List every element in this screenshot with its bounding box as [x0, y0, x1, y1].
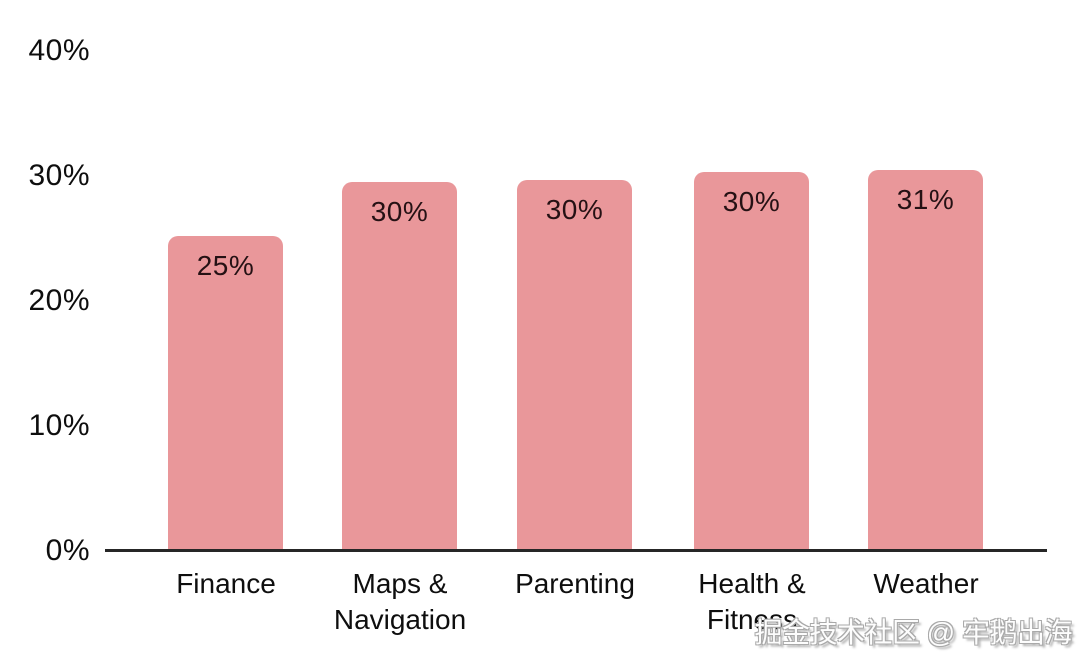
bar-finance: 25%	[168, 235, 283, 552]
y-axis-tick-label-0: 0%	[45, 534, 90, 567]
watermark: 掘金技术社区 @ 牢鹅出海	[754, 617, 1073, 648]
y-axis-tick-label-20: 20%	[28, 284, 90, 317]
y-axis-tick-label-30: 30%	[28, 159, 90, 192]
x-axis-category-line: Maps &	[352, 568, 448, 599]
bar-parenting: 30%	[517, 179, 632, 552]
x-axis-category-label-parenting: Parenting	[480, 566, 670, 602]
x-axis-category-line: Finance	[176, 568, 276, 599]
bar-value-label: 30%	[545, 193, 604, 225]
x-axis-category-label-health-fitness: Health & Fitness	[657, 566, 847, 638]
x-axis-category-label-maps-navigation: Maps & Navigation	[305, 566, 495, 638]
x-axis-category-line: Navigation	[333, 604, 467, 635]
x-axis-category-line: Health &	[698, 568, 806, 599]
x-axis-category-label-finance: Finance	[131, 566, 321, 602]
bar-health-fitness: 30%	[694, 172, 809, 552]
x-axis-category-line: Weather	[873, 568, 979, 599]
x-axis-category-line: Parenting	[515, 568, 635, 599]
x-axis-category-label-weather: Weather	[831, 566, 1021, 602]
bar-value-label: 31%	[896, 183, 955, 215]
bar-value-label: 25%	[196, 249, 255, 281]
bar-maps-navigation: 30%	[342, 182, 457, 552]
x-axis-category-line: Fitness	[706, 604, 798, 635]
bar-value-label: 30%	[722, 186, 781, 217]
bar-weather: 31%	[868, 169, 983, 552]
y-axis-tick-label-10: 10%	[28, 409, 90, 442]
bar-value-label: 30%	[370, 196, 429, 227]
x-axis-line	[105, 549, 1047, 552]
y-axis-tick-label-40: 40%	[28, 34, 90, 67]
